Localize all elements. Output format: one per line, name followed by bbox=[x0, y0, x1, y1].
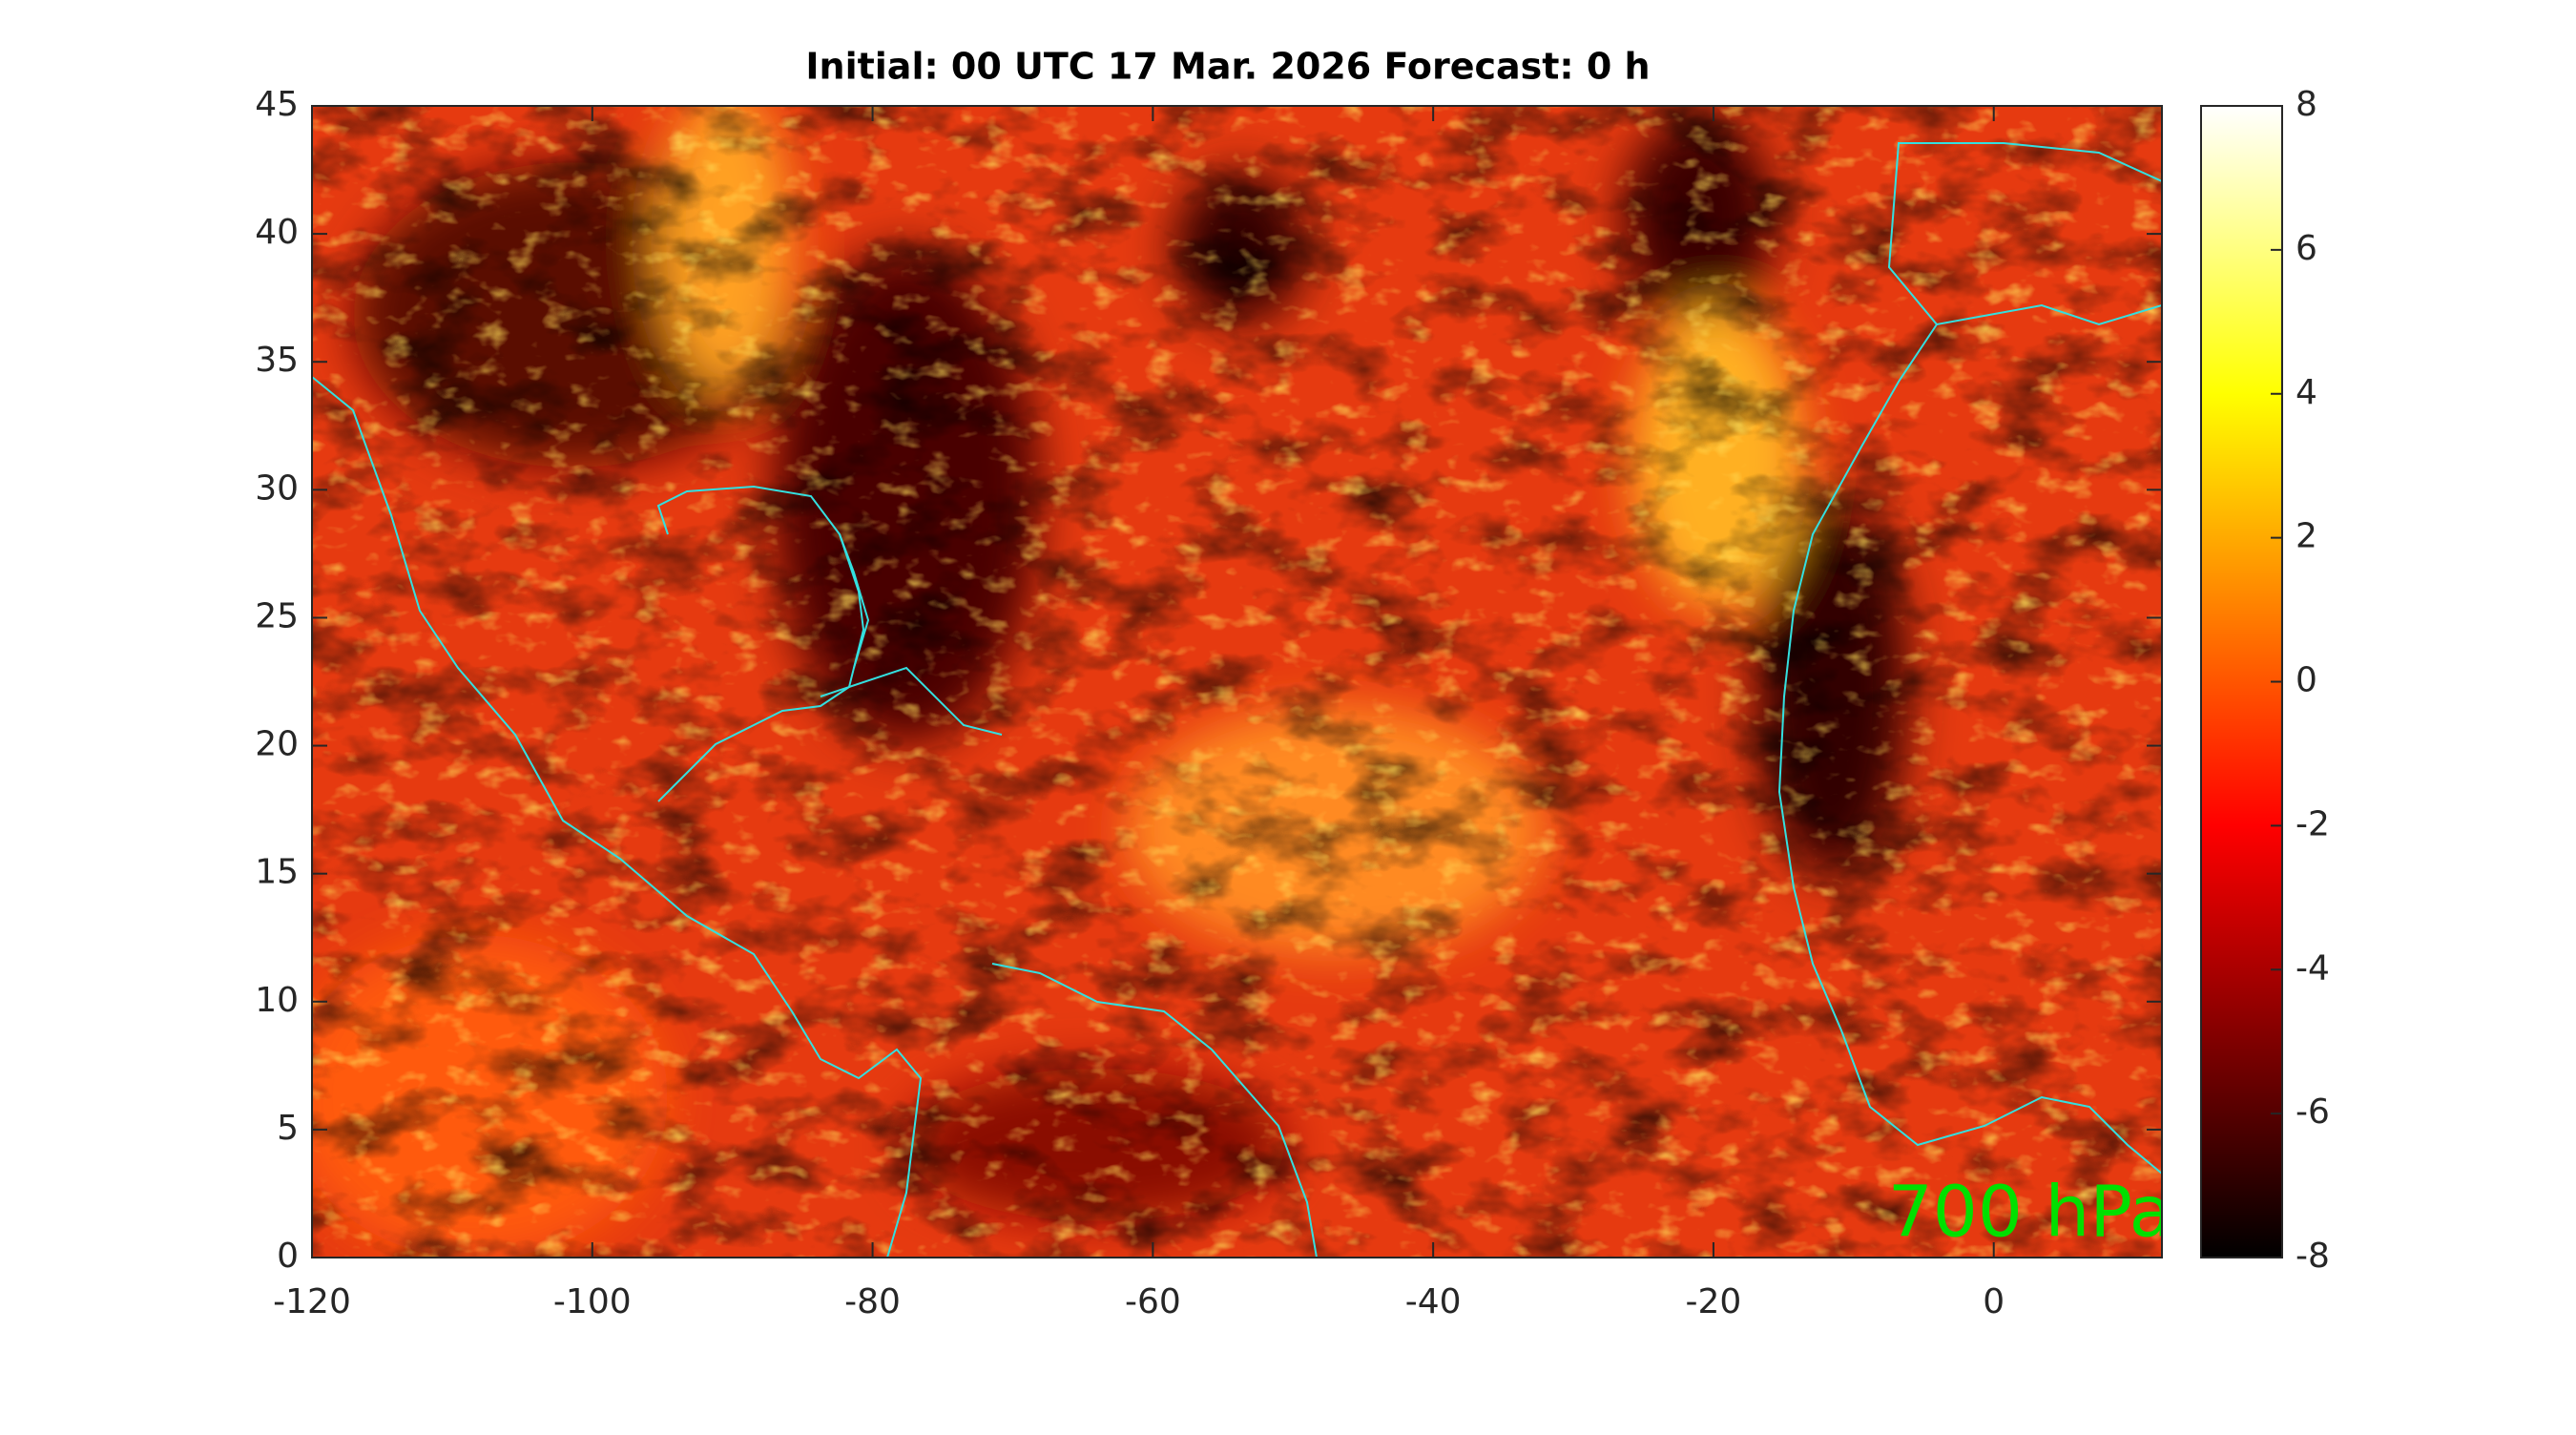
colorbar-tick-label: 0 bbox=[2296, 661, 2317, 700]
x-tick-label: -80 bbox=[844, 1282, 901, 1321]
colorbar-tick-label: 2 bbox=[2296, 517, 2317, 556]
y-tick-label: 10 bbox=[255, 981, 299, 1020]
x-tick-label: -40 bbox=[1405, 1282, 1462, 1321]
y-tick-label: 25 bbox=[255, 596, 299, 635]
colorbar-tick-label: -4 bbox=[2296, 948, 2330, 988]
x-tick-label: -60 bbox=[1125, 1282, 1181, 1321]
annotation: 700 hPa bbox=[1888, 1172, 2172, 1254]
colorbar-tick-label: -8 bbox=[2296, 1237, 2330, 1276]
y-tick-label: 35 bbox=[255, 341, 299, 380]
colorbar-tick-label: 8 bbox=[2296, 85, 2317, 124]
y-tick-label: 20 bbox=[255, 725, 299, 764]
x-tick-label: -20 bbox=[1686, 1282, 1742, 1321]
y-tick-label: 40 bbox=[255, 213, 299, 252]
colorbar-tick-label: -6 bbox=[2296, 1092, 2330, 1132]
y-tick-label: 45 bbox=[255, 85, 299, 124]
coastlines bbox=[312, 142, 2162, 1258]
colorbar-tick-label: 4 bbox=[2296, 373, 2317, 412]
x-tick-label: -100 bbox=[553, 1282, 632, 1321]
axes-box bbox=[311, 105, 2163, 1258]
y-tick-label: 5 bbox=[277, 1109, 299, 1148]
x-tick-label: -120 bbox=[273, 1282, 351, 1321]
chart-title: Initial: 00 UTC 17 Mar. 2026 Forecast: 0… bbox=[805, 46, 1650, 88]
y-tick-label: 15 bbox=[255, 853, 299, 892]
field: 700 hPa bbox=[312, 106, 2172, 1258]
y-tick-label: 30 bbox=[255, 468, 299, 508]
y-tick-label: 0 bbox=[277, 1237, 299, 1276]
colorbar-tick-label: -2 bbox=[2296, 804, 2330, 843]
colorbar bbox=[2200, 105, 2283, 1258]
colorbar-tick-label: 6 bbox=[2296, 229, 2317, 268]
x-tick-label: 0 bbox=[1983, 1282, 2005, 1321]
field-highlights bbox=[312, 106, 2162, 1258]
